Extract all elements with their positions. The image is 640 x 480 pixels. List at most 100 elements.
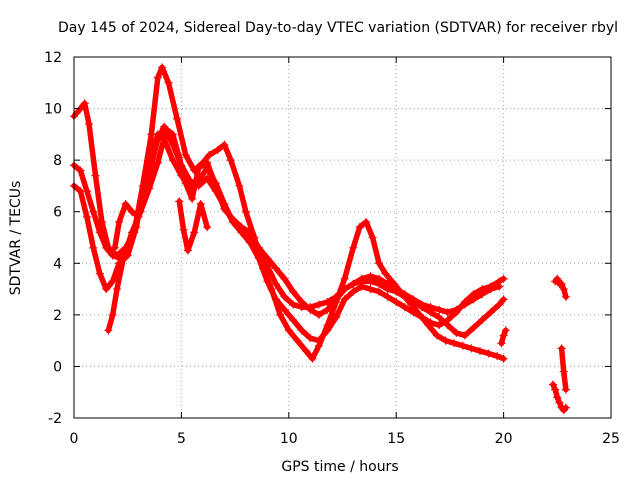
data-point (357, 277, 366, 286)
y-tick-label: 12 (44, 50, 62, 66)
data-point (297, 326, 306, 335)
y-tick-label: 10 (44, 102, 62, 118)
data-point (102, 285, 111, 294)
data-point (181, 179, 190, 188)
data-point (121, 199, 130, 208)
data-point (263, 261, 272, 270)
data-point (153, 73, 162, 82)
data-point (375, 279, 384, 288)
data-point (475, 346, 484, 355)
data-point (433, 331, 442, 340)
y-axis-label: SDTVAR / TECUs (8, 181, 24, 296)
data-point (89, 207, 98, 216)
series-pass-6 (176, 198, 210, 254)
data-point (332, 313, 341, 322)
data-point (95, 269, 104, 278)
data-point (349, 243, 358, 252)
data-point (375, 287, 384, 296)
data-point (409, 308, 418, 317)
y-tick-label: -2 (48, 411, 62, 427)
data-point (297, 303, 306, 312)
data-point (400, 292, 409, 301)
data-point (308, 354, 317, 363)
data-point (383, 292, 392, 301)
data-point (95, 228, 104, 237)
data-point (478, 290, 487, 299)
data-point (190, 228, 199, 237)
data-point (134, 212, 143, 221)
data-point (495, 300, 504, 309)
x-tick-label: 0 (70, 431, 79, 447)
data-point (276, 310, 285, 319)
data-point (127, 207, 136, 216)
data-point (340, 285, 349, 294)
data-point (435, 321, 444, 330)
data-point (561, 403, 570, 412)
data-point (349, 287, 358, 296)
data-point (112, 285, 121, 294)
data-point (289, 300, 298, 309)
data-point (323, 305, 332, 314)
data-point (368, 233, 377, 242)
data-point (168, 130, 177, 139)
x-tick-label: 20 (495, 431, 513, 447)
data-point (497, 339, 506, 348)
data-point (213, 145, 222, 154)
data-point (179, 225, 188, 234)
data-point (254, 243, 263, 252)
data-point (76, 166, 85, 175)
data-point (188, 194, 197, 203)
data-point (553, 393, 562, 402)
data-point (220, 140, 229, 149)
data-point (549, 380, 558, 389)
data-point (175, 197, 184, 206)
data-point (366, 277, 375, 286)
data-point (417, 303, 426, 312)
data-point (102, 243, 111, 252)
grid-lines (74, 57, 611, 418)
data-point (478, 316, 487, 325)
data-point (181, 150, 190, 159)
y-tick-label: 6 (53, 205, 62, 221)
data-point (400, 303, 409, 312)
x-tick-label: 25 (602, 431, 620, 447)
data-point (164, 78, 173, 87)
data-point (119, 254, 128, 263)
data-point (301, 346, 310, 355)
data-point (153, 135, 162, 144)
data-point (460, 331, 469, 340)
data-point (168, 156, 177, 165)
data-point (501, 326, 510, 335)
data-point (314, 310, 323, 319)
data-point (289, 287, 298, 296)
plot-frame (73, 56, 612, 419)
data-point (235, 181, 244, 190)
data-series (70, 63, 570, 415)
data-point (271, 279, 280, 288)
x-axis-label: GPS time / hours (281, 459, 398, 475)
data-point (555, 398, 564, 407)
y-tick-label: 0 (53, 359, 62, 375)
data-point (362, 218, 371, 227)
data-point (306, 303, 315, 312)
data-point (340, 274, 349, 283)
data-point (458, 341, 467, 350)
data-point (495, 282, 504, 291)
data-point (284, 326, 293, 335)
data-point (417, 313, 426, 322)
data-point (493, 352, 502, 361)
data-point (484, 349, 493, 358)
data-point (89, 243, 98, 252)
data-point (553, 274, 562, 283)
data-point (366, 285, 375, 294)
x-tick-label: 5 (177, 431, 186, 447)
data-point (561, 292, 570, 301)
data-point (145, 184, 154, 193)
data-point (246, 228, 255, 237)
data-point (110, 243, 119, 252)
data-point (557, 344, 566, 353)
data-point (499, 331, 508, 340)
data-point (289, 316, 298, 325)
data-point (443, 321, 452, 330)
